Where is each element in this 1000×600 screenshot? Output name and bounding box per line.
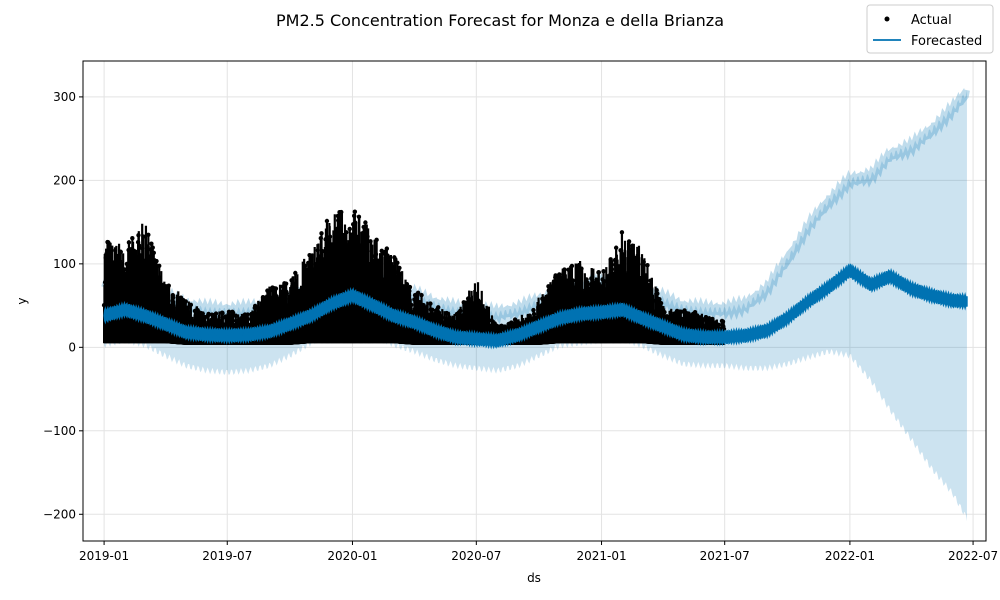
actual-point bbox=[363, 220, 368, 225]
actual-point bbox=[397, 265, 402, 271]
y-axis-label: y bbox=[15, 297, 29, 304]
actual-point bbox=[126, 240, 132, 245]
actual-point bbox=[395, 260, 400, 265]
actual-point bbox=[347, 226, 352, 232]
actual-point bbox=[654, 287, 659, 293]
x-tick-label: 2019-01 bbox=[79, 549, 129, 563]
x-axis-ticks: 2019-01 2019-07 2020-01 2020-07 2021-01 2021-… bbox=[79, 541, 998, 563]
x-tick-label: 2021-07 bbox=[700, 549, 750, 563]
actual-point bbox=[393, 257, 398, 262]
forecast-line-layer bbox=[103, 263, 968, 350]
actual-point bbox=[183, 299, 188, 304]
y-tick-label: 100 bbox=[53, 257, 76, 271]
plot-frame bbox=[83, 61, 986, 541]
y-tick-label: 200 bbox=[53, 173, 76, 187]
legend: Actual Forecasted bbox=[866, 4, 994, 54]
actual-point bbox=[213, 311, 219, 316]
x-tick-label: 2021-01 bbox=[576, 549, 626, 563]
legend-actual-label: Actual bbox=[911, 13, 952, 28]
forecast-line bbox=[103, 263, 968, 350]
y-tick-label: 300 bbox=[53, 90, 76, 104]
x-tick-label: 2022-01 bbox=[825, 549, 875, 563]
actual-point bbox=[531, 311, 537, 317]
actual-point bbox=[267, 288, 273, 293]
actual-point bbox=[141, 234, 146, 239]
legend-forecast-label: Forecasted bbox=[911, 34, 982, 49]
actual-point bbox=[150, 245, 155, 250]
uncertainty-upper-edge bbox=[101, 87, 970, 326]
actual-point bbox=[220, 310, 225, 316]
x-tick-label: 2020-01 bbox=[327, 549, 377, 563]
actual-point bbox=[407, 284, 413, 290]
actual-point bbox=[245, 312, 250, 317]
actual-point bbox=[570, 278, 576, 283]
actual-point bbox=[716, 322, 721, 327]
actual-point bbox=[662, 309, 667, 315]
actual-point bbox=[149, 241, 154, 246]
actual-point bbox=[374, 237, 379, 243]
chart-title: PM2.5 Concentration Forecast for Monza e… bbox=[276, 11, 724, 30]
actual-point bbox=[154, 258, 159, 264]
actual-point bbox=[409, 302, 414, 308]
y-axis-ticks: 300 200 100 0 −100 −200 bbox=[43, 90, 83, 521]
actual-point bbox=[284, 291, 290, 296]
actual-point bbox=[327, 234, 333, 239]
actual-point bbox=[252, 303, 258, 309]
actual-point bbox=[320, 249, 325, 254]
actual-point bbox=[319, 231, 324, 236]
actual-point bbox=[436, 305, 441, 310]
actual-point bbox=[655, 291, 660, 296]
x-axis-label: ds bbox=[527, 571, 541, 585]
y-tick-label: 0 bbox=[68, 340, 76, 354]
x-tick-label: 2019-07 bbox=[202, 549, 252, 563]
actual-point bbox=[384, 246, 390, 251]
legend-actual-marker bbox=[884, 16, 890, 22]
plot-area bbox=[82, 60, 987, 542]
actual-point bbox=[613, 245, 619, 250]
actual-point bbox=[344, 230, 349, 235]
y-tick-label: −100 bbox=[43, 424, 76, 438]
actual-point bbox=[596, 270, 602, 275]
actual-point bbox=[415, 290, 421, 296]
actual-point bbox=[557, 272, 562, 277]
actual-point bbox=[619, 230, 625, 235]
plot-border bbox=[82, 60, 987, 542]
actual-point bbox=[324, 218, 330, 224]
actual-point bbox=[118, 249, 123, 255]
actual-point bbox=[283, 281, 289, 286]
actual-point bbox=[430, 307, 435, 313]
actual-point bbox=[569, 263, 575, 269]
actual-point bbox=[419, 292, 424, 298]
actual-point bbox=[302, 263, 308, 268]
actual-point bbox=[206, 311, 211, 317]
actual-point bbox=[692, 309, 698, 315]
actual-point bbox=[645, 263, 650, 268]
actual-point bbox=[146, 232, 151, 237]
actual-point bbox=[273, 286, 279, 291]
actual-point bbox=[151, 250, 156, 256]
actual-point bbox=[122, 267, 127, 272]
actual-point bbox=[188, 302, 194, 308]
actual-point bbox=[579, 266, 584, 271]
actual-point bbox=[293, 270, 298, 276]
y-tick-label: −200 bbox=[43, 507, 76, 521]
actual-point bbox=[230, 310, 236, 315]
actual-point bbox=[527, 313, 532, 318]
uncertainty-band-layer bbox=[101, 87, 970, 522]
actual-point bbox=[531, 307, 536, 313]
x-tick-label: 2020-07 bbox=[451, 549, 501, 563]
legend-box bbox=[866, 4, 994, 54]
actual-point bbox=[157, 263, 162, 269]
actual-point bbox=[245, 316, 251, 322]
actual-point bbox=[233, 313, 238, 318]
uncertainty-band bbox=[104, 90, 967, 522]
actual-point bbox=[601, 269, 606, 274]
actual-point bbox=[130, 235, 135, 241]
x-tick-label: 2022-07 bbox=[948, 549, 998, 563]
actual-point bbox=[553, 273, 558, 278]
actual-point bbox=[657, 297, 662, 302]
actual-point bbox=[428, 301, 433, 306]
actual-point bbox=[352, 209, 358, 214]
